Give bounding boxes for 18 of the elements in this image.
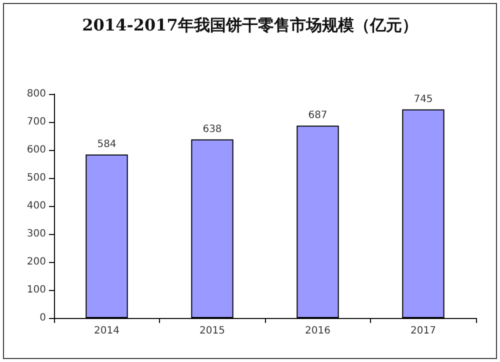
y-tick-label: 600 [26, 144, 46, 156]
y-tick-label: 500 [26, 172, 46, 184]
data-label: 687 [308, 110, 328, 122]
data-label: 745 [414, 94, 433, 105]
x-tick-label: 2014 [94, 326, 120, 336]
chart-title: 2014-2017年我国饼干零售市场规模（亿元） [82, 16, 418, 34]
y-tick-label: 100 [26, 284, 46, 296]
y-tick-label: 0 [40, 312, 46, 324]
x-tick-label: 2017 [410, 326, 436, 336]
y-tick-label: 800 [26, 88, 46, 100]
y-tick-label: 700 [26, 116, 46, 128]
data-label: 584 [97, 138, 116, 150]
data-label: 638 [202, 124, 222, 135]
y-tick-label: 200 [26, 256, 46, 268]
x-tick-label: 2015 [200, 326, 225, 336]
y-tick-label: 400 [26, 200, 46, 212]
y-tick-label: 300 [26, 228, 46, 240]
x-tick-label: 2016 [305, 326, 330, 336]
